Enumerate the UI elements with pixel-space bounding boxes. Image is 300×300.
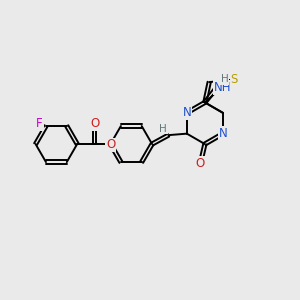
- Text: H: H: [159, 124, 167, 134]
- Text: O: O: [91, 117, 100, 130]
- Text: S: S: [231, 74, 238, 86]
- Text: NH: NH: [214, 81, 232, 94]
- Text: O: O: [195, 157, 204, 170]
- Text: N: N: [182, 106, 191, 119]
- Text: N: N: [218, 127, 227, 140]
- Text: O: O: [106, 138, 116, 152]
- Text: H: H: [220, 74, 228, 84]
- Text: F: F: [36, 117, 43, 130]
